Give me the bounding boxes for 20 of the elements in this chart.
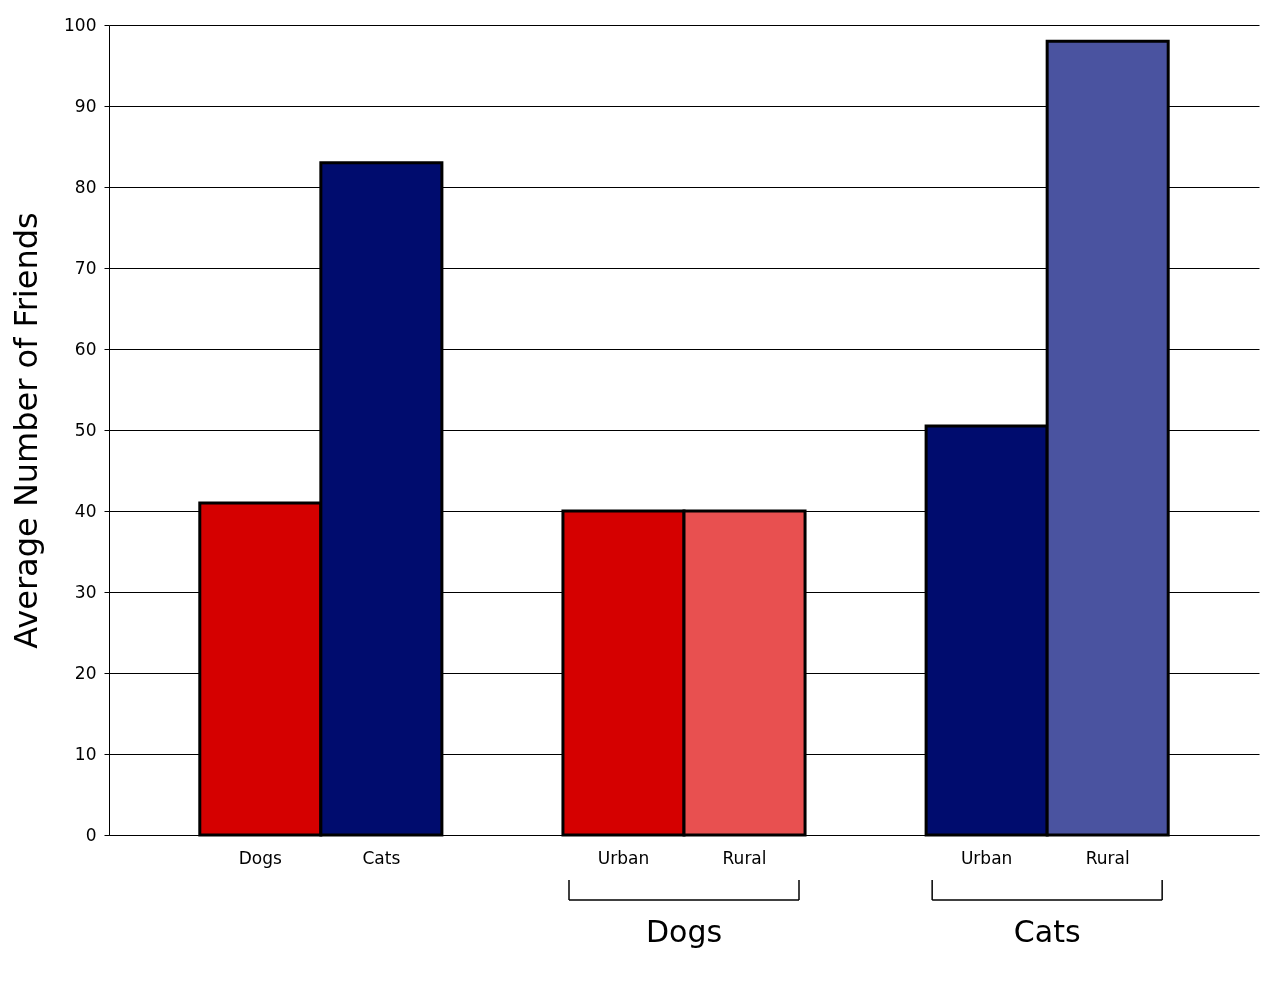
y-axis-title: Average Number of Friends xyxy=(7,212,46,649)
y-tick-label: 50 xyxy=(74,419,97,440)
text: Cats xyxy=(1013,914,1081,949)
y-tick-label: 40 xyxy=(74,500,97,521)
x-tick-label: Dogs xyxy=(238,848,283,868)
text: Dogs xyxy=(645,914,723,949)
y-tick-label: 20 xyxy=(74,662,97,683)
x-tick-label: Urban xyxy=(960,848,1013,868)
x-tick-label: Urban xyxy=(597,848,650,868)
y-tick-label: 90 xyxy=(74,95,97,116)
y-tick-label: 10 xyxy=(74,743,97,764)
x-tick-label: Rural xyxy=(722,848,767,868)
y-tick-label: 60 xyxy=(74,338,97,359)
y-tick-label: 70 xyxy=(74,257,97,278)
y-tick-label: 80 xyxy=(74,176,97,197)
y-tick-label: 30 xyxy=(74,581,97,602)
y-tick-label: 100 xyxy=(64,14,97,35)
x-tick-label: Rural xyxy=(1085,848,1130,868)
x-tick-label: Cats xyxy=(362,848,401,868)
y-tick-label: 0 xyxy=(85,824,97,845)
